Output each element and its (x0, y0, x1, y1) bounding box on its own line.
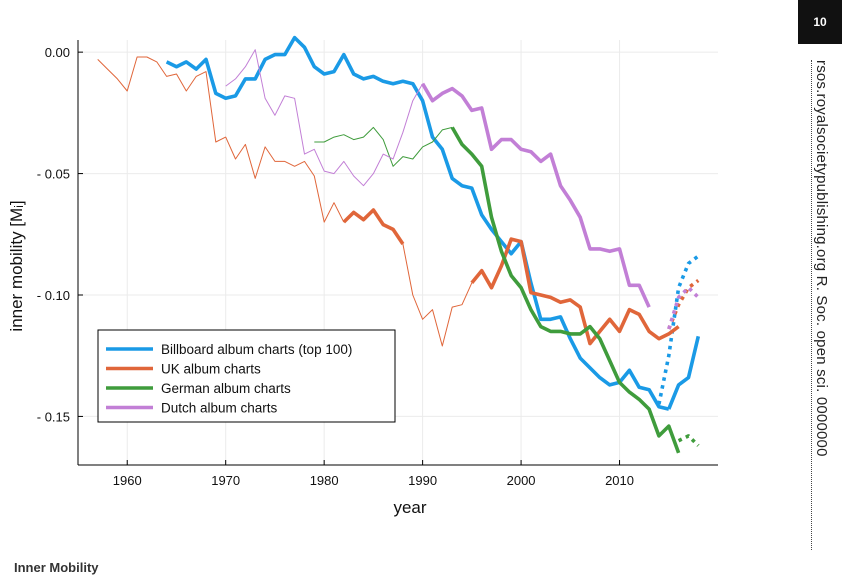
page-number-badge: 10 (798, 0, 842, 44)
series-line-thin (225, 49, 424, 187)
legend-label: UK album charts (161, 362, 261, 377)
series-line-thick (470, 237, 680, 346)
x-tick-label: 1970 (211, 473, 240, 488)
running-head-rule (811, 60, 812, 550)
series-line-dotted (657, 254, 700, 405)
x-axis-label: year (393, 498, 426, 517)
axes: 1960 1970 1980 1990 2000 2010 0.00 - 0.05 - 0.10… (37, 40, 718, 488)
running-head-text: rsos.royalsocietypublishing.org R. Soc. … (813, 60, 830, 457)
series-line-dotted (667, 278, 700, 330)
series-line-thin (314, 126, 453, 167)
legend-label: German album charts (161, 381, 291, 396)
y-tick-label: - 0.10 (37, 288, 70, 303)
series-line-thick (450, 126, 681, 454)
page-number: 10 (813, 15, 827, 29)
y-axis-label: inner mobility [Mᵢ] (7, 200, 26, 331)
x-tick-label: 2010 (605, 473, 634, 488)
series-line-thick (667, 335, 701, 410)
y-tick-label: 0.00 (45, 45, 70, 60)
series-line-thin (402, 243, 473, 347)
x-tick-label: 1990 (408, 473, 437, 488)
series-line-dotted (677, 434, 700, 447)
series-line-dotted (667, 285, 700, 330)
legend-label: Billboard album charts (top 100) (161, 342, 352, 357)
running-head: rsos.royalsocietypublishing.org R. Soc. … (808, 60, 834, 560)
series-line-thick (342, 208, 405, 246)
series-lines (97, 35, 701, 454)
legend: Billboard album charts (top 100) UK album… (97, 329, 396, 423)
line-chart: 1960 1970 1980 1990 2000 2010 0.00 - 0.05 - 0.10… (7, 35, 718, 517)
series-2 (314, 126, 700, 454)
series-line-thick (421, 82, 651, 308)
y-tick-label: - 0.05 (37, 167, 70, 182)
series-3 (225, 49, 700, 330)
y-tick-label: - 0.15 (37, 409, 70, 424)
series-line-thin (97, 56, 345, 223)
x-tick-label: 2000 (507, 473, 536, 488)
legend-label: Dutch album charts (161, 401, 278, 416)
x-tick-label: 1980 (310, 473, 339, 488)
series-1 (97, 56, 700, 347)
x-tick-label: 1960 (113, 473, 142, 488)
